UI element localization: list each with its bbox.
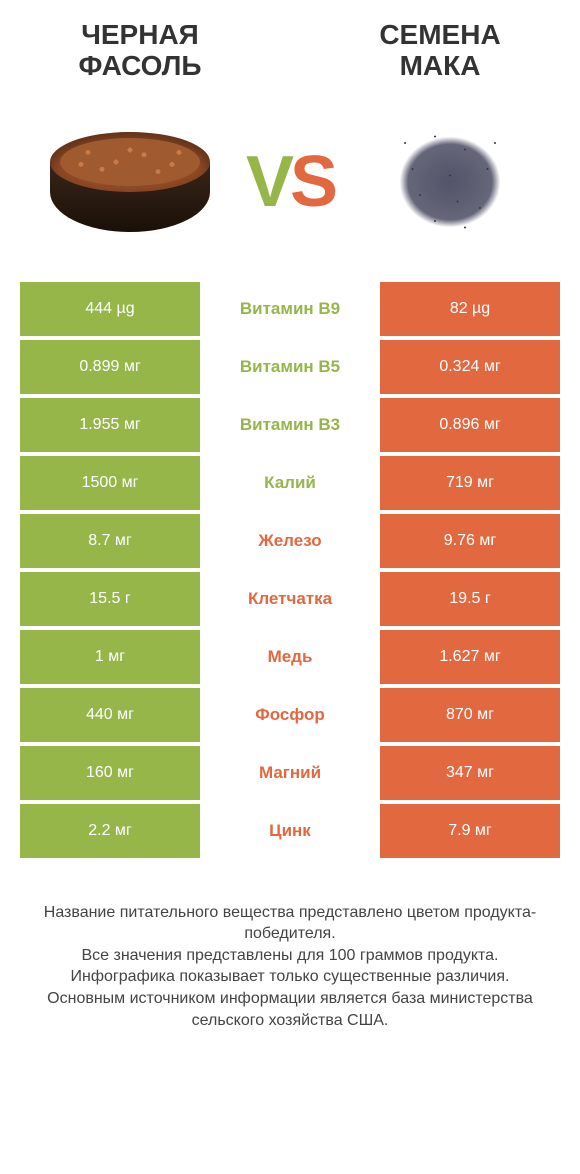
nutrient-name-cell: Цинк (200, 804, 380, 858)
right-product-image (360, 112, 540, 252)
table-row: 160 мгМагний347 мг (20, 746, 560, 800)
header: ЧЕРНАЯ ФАСОЛЬ СЕМЕНА МАКА (0, 0, 580, 92)
footer-line: Инфографика показывает только существенн… (30, 966, 550, 988)
nutrient-name-cell: Магний (200, 746, 380, 800)
beans-bowl-icon (50, 132, 210, 232)
left-value-cell: 0.899 мг (20, 340, 200, 394)
vs-s: S (290, 142, 334, 222)
right-value-cell: 1.627 мг (380, 630, 560, 684)
right-value-cell: 719 мг (380, 456, 560, 510)
left-value-cell: 1.955 мг (20, 398, 200, 452)
right-value-cell: 9.76 мг (380, 514, 560, 568)
table-row: 0.899 мгВитамин B50.324 мг (20, 340, 560, 394)
footer-line: Название питательного вещества представл… (30, 902, 550, 945)
vs-label: VS (246, 141, 334, 223)
left-value-cell: 440 мг (20, 688, 200, 742)
nutrient-name-cell: Витамин B9 (200, 282, 380, 336)
right-value-cell: 870 мг (380, 688, 560, 742)
table-row: 15.5 гКлетчатка19.5 г (20, 572, 560, 626)
left-value-cell: 8.7 мг (20, 514, 200, 568)
table-row: 1 мгМедь1.627 мг (20, 630, 560, 684)
left-value-cell: 1500 мг (20, 456, 200, 510)
left-product-title: ЧЕРНАЯ ФАСОЛЬ (40, 20, 240, 82)
table-row: 444 µgВитамин B982 µg (20, 282, 560, 336)
nutrient-name-cell: Фосфор (200, 688, 380, 742)
poppy-seeds-icon (375, 117, 525, 247)
right-value-cell: 0.324 мг (380, 340, 560, 394)
vs-v: V (246, 142, 290, 222)
right-value-cell: 347 мг (380, 746, 560, 800)
nutrient-name-cell: Клетчатка (200, 572, 380, 626)
left-value-cell: 160 мг (20, 746, 200, 800)
right-product-title: СЕМЕНА МАКА (340, 20, 540, 82)
nutrient-name-cell: Витамин B5 (200, 340, 380, 394)
table-row: 2.2 мгЦинк7.9 мг (20, 804, 560, 858)
table-row: 440 мгФосфор870 мг (20, 688, 560, 742)
table-row: 1500 мгКалий719 мг (20, 456, 560, 510)
nutrient-name-cell: Витамин B3 (200, 398, 380, 452)
images-row: VS (0, 92, 580, 282)
left-value-cell: 2.2 мг (20, 804, 200, 858)
nutrient-name-cell: Медь (200, 630, 380, 684)
left-value-cell: 444 µg (20, 282, 200, 336)
right-value-cell: 0.896 мг (380, 398, 560, 452)
right-value-cell: 82 µg (380, 282, 560, 336)
table-row: 1.955 мгВитамин B30.896 мг (20, 398, 560, 452)
nutrient-name-cell: Железо (200, 514, 380, 568)
right-value-cell: 19.5 г (380, 572, 560, 626)
right-value-cell: 7.9 мг (380, 804, 560, 858)
left-product-image (40, 112, 220, 252)
comparison-table: 444 µgВитамин B982 µg0.899 мгВитамин B50… (0, 282, 580, 858)
nutrient-name-cell: Калий (200, 456, 380, 510)
left-value-cell: 15.5 г (20, 572, 200, 626)
footer-line: Все значения представлены для 100 граммо… (30, 945, 550, 967)
table-row: 8.7 мгЖелезо9.76 мг (20, 514, 560, 568)
footer-notes: Название питательного вещества представл… (0, 862, 580, 1032)
left-value-cell: 1 мг (20, 630, 200, 684)
footer-line: Основным источником информации является … (30, 988, 550, 1031)
